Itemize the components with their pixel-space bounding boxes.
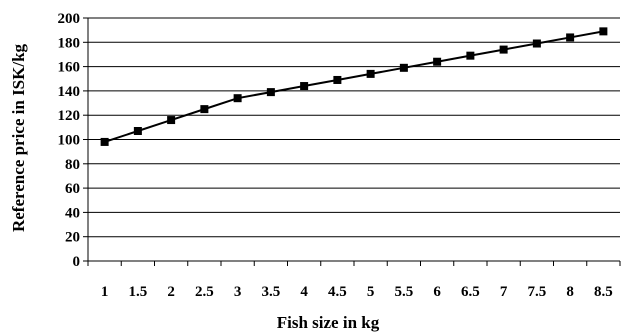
axes <box>83 17 621 266</box>
x-tick-label: 2 <box>167 284 175 300</box>
data-point <box>499 45 508 54</box>
data-point <box>233 94 242 103</box>
x-tick-label: 7 <box>500 284 508 300</box>
x-tick-label: 5 <box>367 284 375 300</box>
x-tick-label: 7.5 <box>528 284 547 300</box>
y-tick-label: 20 <box>65 230 80 246</box>
data-point <box>300 82 309 91</box>
x-tick-label: 8 <box>566 284 574 300</box>
y-tick-label: 140 <box>58 84 81 100</box>
y-axis-title: Reference price in ISK/kg <box>9 43 28 232</box>
x-tick-label: 2.5 <box>195 284 214 300</box>
data-point <box>433 57 442 66</box>
y-tick-label: 100 <box>58 133 81 149</box>
x-tick-label: 4.5 <box>328 284 347 300</box>
data-point <box>599 27 608 36</box>
y-tick-label: 0 <box>73 254 81 270</box>
x-tick-label: 5.5 <box>395 284 414 300</box>
data-point <box>200 105 209 114</box>
y-tick-label: 160 <box>58 60 81 76</box>
data-point <box>333 75 342 84</box>
x-tick-label: 4 <box>300 284 308 300</box>
y-tick-label: 60 <box>65 181 80 197</box>
data-point <box>366 69 375 78</box>
x-tick-label: 3 <box>234 284 242 300</box>
x-tick-label: 6.5 <box>461 284 480 300</box>
y-tick-label: 40 <box>65 205 80 221</box>
gridlines <box>88 17 620 238</box>
x-tick-label: 8.5 <box>594 284 613 300</box>
data-point <box>399 63 408 72</box>
y-tick-label: 200 <box>58 11 81 27</box>
y-tick-label: 80 <box>65 157 80 173</box>
x-tick-label: 1.5 <box>129 284 148 300</box>
y-tick-labels: 0 20 40 60 80 100 120 140 160 180 200 <box>58 11 81 270</box>
data-point <box>566 33 575 42</box>
x-tick-labels: 1 1.5 2 2.5 3 3.5 4 4.5 5 5.5 6 6.5 7 7.5 8 8.5 <box>101 284 613 300</box>
series-group <box>100 27 608 146</box>
y-tick-label: 180 <box>58 35 81 51</box>
x-tick-label: 1 <box>101 284 109 300</box>
data-point <box>167 116 176 125</box>
data-point <box>133 126 142 135</box>
series-line <box>104 30 604 143</box>
data-point <box>466 51 475 60</box>
x-tick-label: 3.5 <box>262 284 281 300</box>
x-tick-label: 6 <box>433 284 441 300</box>
x-axis-title: Fish size in kg <box>277 313 380 332</box>
data-point <box>100 137 109 146</box>
data-point <box>266 88 275 97</box>
y-tick-label: 120 <box>58 108 81 124</box>
data-point <box>532 39 541 48</box>
